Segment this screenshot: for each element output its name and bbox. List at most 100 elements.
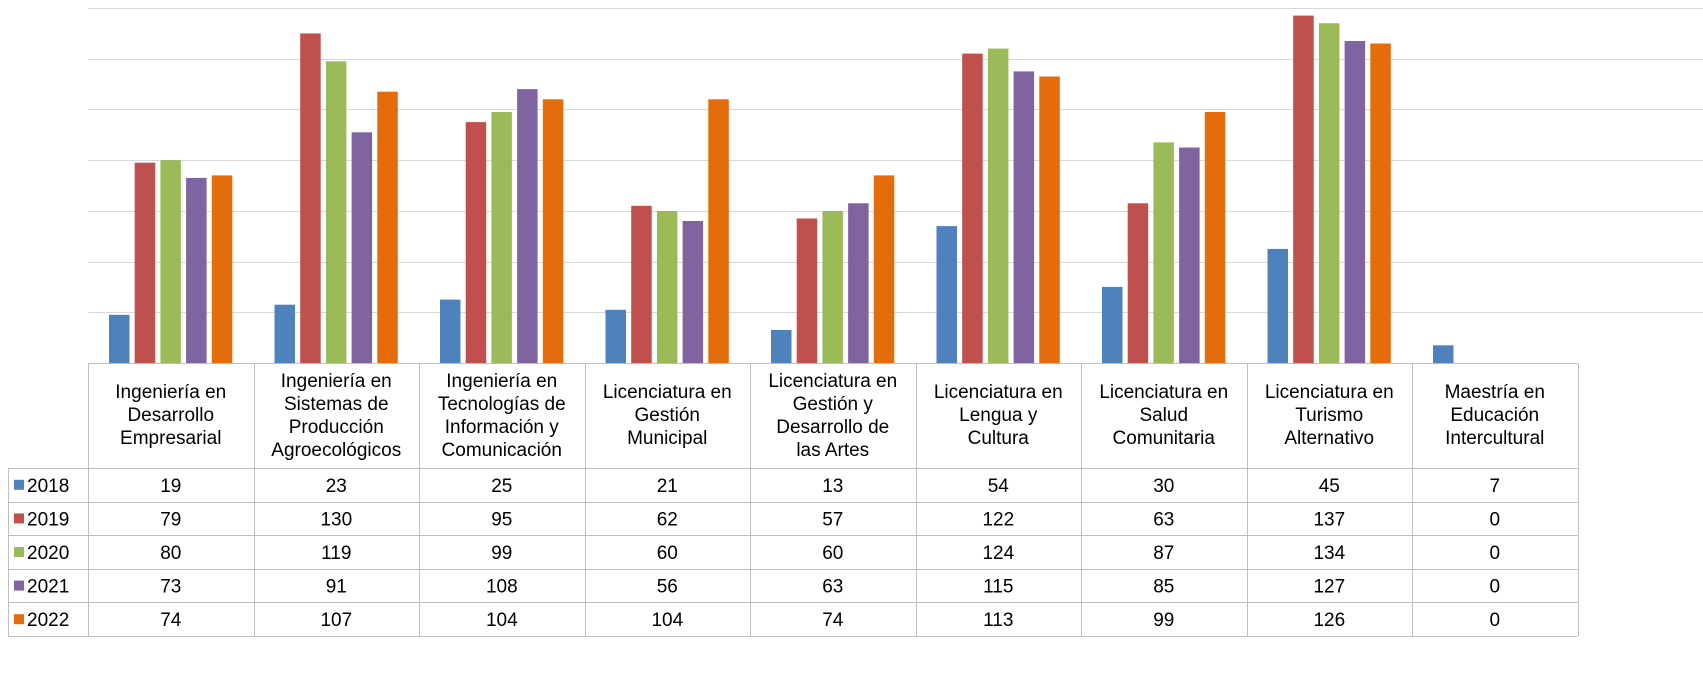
category-label: Licenciatura en Lengua y Cultura bbox=[933, 382, 1063, 449]
data-label-2019-5: 122 bbox=[982, 509, 1014, 530]
data-label-2020-5: 124 bbox=[982, 543, 1014, 564]
data-label-2021-2: 108 bbox=[486, 577, 518, 598]
category-label: Licenciatura en Gestión Municipal bbox=[603, 382, 732, 449]
data-label-2020-4: 60 bbox=[822, 543, 843, 564]
data-label-2019-4: 57 bbox=[822, 509, 843, 530]
category-label: Ingeniería en Tecnologías de Información… bbox=[437, 370, 566, 461]
data-label-2019-8: 0 bbox=[1490, 509, 1501, 530]
bar-2020-7 bbox=[1318, 23, 1340, 363]
data-label-2022-0: 74 bbox=[160, 610, 182, 631]
bar-2021-6 bbox=[1179, 147, 1200, 363]
bars bbox=[109, 15, 1454, 364]
data-label-2019-0: 79 bbox=[160, 509, 181, 530]
legend-swatch-2018 bbox=[14, 479, 24, 490]
bar-2020-1 bbox=[325, 61, 347, 364]
legend-label-2020: 2020 bbox=[27, 543, 69, 564]
bar-2021-4 bbox=[848, 203, 869, 364]
data-label-2021-8: 0 bbox=[1490, 577, 1501, 598]
data-label-2018-8: 7 bbox=[1490, 476, 1501, 497]
bar-2018-3 bbox=[605, 309, 626, 364]
data-label-2020-0: 80 bbox=[160, 543, 181, 564]
bar-2019-4 bbox=[796, 218, 818, 363]
bar-2019-2 bbox=[465, 122, 487, 363]
data-label-2018-0: 19 bbox=[160, 476, 181, 497]
category-label-text: Ingeniería en Tecnologías de Información… bbox=[437, 370, 566, 461]
data-label-2018-3: 21 bbox=[657, 476, 678, 497]
bar-2022-5 bbox=[1039, 76, 1060, 363]
bar-2019-1 bbox=[300, 33, 321, 364]
bar-2018-8 bbox=[1433, 345, 1454, 364]
legend-label-2019: 2019 bbox=[27, 509, 69, 530]
data-label-2022-8: 0 bbox=[1490, 610, 1501, 631]
category-label-text: Maestría en Educación Intercultural bbox=[1444, 382, 1545, 449]
data-label-2018-1: 23 bbox=[326, 476, 347, 497]
bar-2021-7 bbox=[1344, 41, 1366, 363]
bar-2021-5 bbox=[1013, 71, 1035, 364]
bar-2020-3 bbox=[656, 210, 678, 363]
category-label: Licenciatura en Salud Comunitaria bbox=[1099, 382, 1228, 449]
data-label-2018-7: 45 bbox=[1319, 476, 1340, 497]
data-label-2020-6: 87 bbox=[1153, 543, 1174, 564]
bar-2018-7 bbox=[1267, 248, 1288, 363]
bar-2020-4 bbox=[822, 210, 843, 363]
legend-label-2022: 2022 bbox=[27, 610, 69, 631]
bar-2022-2 bbox=[542, 99, 564, 364]
data-label-2022-7: 126 bbox=[1313, 610, 1345, 631]
data-label-2019-3: 62 bbox=[657, 509, 678, 530]
bar-2021-0 bbox=[186, 177, 207, 363]
data-label-2021-0: 73 bbox=[160, 577, 181, 598]
category-label: Licenciatura en Turismo Alternativo bbox=[1265, 382, 1394, 449]
category-label-text: Ingeniería en Desarrollo Empresarial bbox=[115, 382, 227, 449]
data-label-2019-6: 63 bbox=[1153, 509, 1174, 530]
bar-2021-3 bbox=[682, 221, 704, 363]
bar-2022-1 bbox=[377, 91, 398, 363]
data-label-2019-7: 137 bbox=[1313, 509, 1345, 530]
data-label-2019-1: 130 bbox=[320, 509, 352, 530]
category-label: Licenciatura en Gestión y Desarrollo de … bbox=[768, 370, 898, 461]
data-label-2020-3: 60 bbox=[657, 543, 678, 564]
bar-2020-5 bbox=[987, 48, 1009, 363]
data-label-2020-7: 134 bbox=[1313, 543, 1345, 564]
legend-swatch-2022 bbox=[14, 614, 24, 625]
data-label-2018-5: 54 bbox=[988, 476, 1010, 497]
data-label-2021-4: 63 bbox=[822, 577, 843, 598]
bar-2019-0 bbox=[134, 162, 156, 363]
data-label-2021-3: 56 bbox=[657, 577, 678, 598]
data-label-2021-7: 127 bbox=[1313, 577, 1345, 598]
data-label-2019-2: 95 bbox=[491, 509, 512, 530]
category-label-text: Licenciatura en Gestión y Desarrollo de … bbox=[768, 370, 898, 461]
legend-label-2021: 2021 bbox=[27, 577, 69, 598]
bar-2020-0 bbox=[160, 160, 181, 363]
bar-2021-2 bbox=[517, 89, 538, 363]
data-label-2022-1: 107 bbox=[320, 610, 352, 631]
bar-2022-7 bbox=[1370, 43, 1391, 363]
bar-2018-4 bbox=[771, 330, 792, 363]
bar-2019-6 bbox=[1127, 203, 1149, 364]
data-label-2020-8: 0 bbox=[1490, 543, 1501, 564]
bar-2022-0 bbox=[211, 175, 233, 363]
bar-2019-3 bbox=[631, 205, 652, 363]
data-label-2021-6: 85 bbox=[1153, 577, 1174, 598]
data-label-2022-6: 99 bbox=[1153, 610, 1174, 631]
category-label: Maestría en Educación Intercultural bbox=[1444, 382, 1545, 449]
bar-2018-2 bbox=[440, 299, 461, 363]
data-label-2018-6: 30 bbox=[1153, 476, 1174, 497]
legend-swatch-2021 bbox=[14, 580, 24, 591]
bar-2019-5 bbox=[962, 53, 983, 363]
bar-2022-6 bbox=[1204, 112, 1226, 363]
legend-swatch-2019 bbox=[14, 513, 24, 524]
bar-2018-0 bbox=[109, 314, 130, 363]
bar-2022-3 bbox=[708, 99, 729, 364]
category-label: Ingeniería en Sistemas de Producción Agr… bbox=[271, 371, 401, 461]
category-label: Ingeniería en Desarrollo Empresarial bbox=[115, 382, 227, 449]
data-table: Ingeniería en Desarrollo Empresarial Inge… bbox=[8, 363, 1579, 637]
category-label-text: Licenciatura en Lengua y Cultura bbox=[933, 382, 1063, 449]
data-label-2022-2: 104 bbox=[486, 610, 518, 631]
bar-2019-7 bbox=[1293, 15, 1314, 363]
bar-2018-5 bbox=[936, 226, 957, 363]
data-label-2018-4: 13 bbox=[822, 476, 843, 497]
bar-2018-6 bbox=[1102, 286, 1123, 363]
data-label-2022-5: 113 bbox=[983, 610, 1013, 631]
bar-2021-1 bbox=[351, 132, 373, 364]
